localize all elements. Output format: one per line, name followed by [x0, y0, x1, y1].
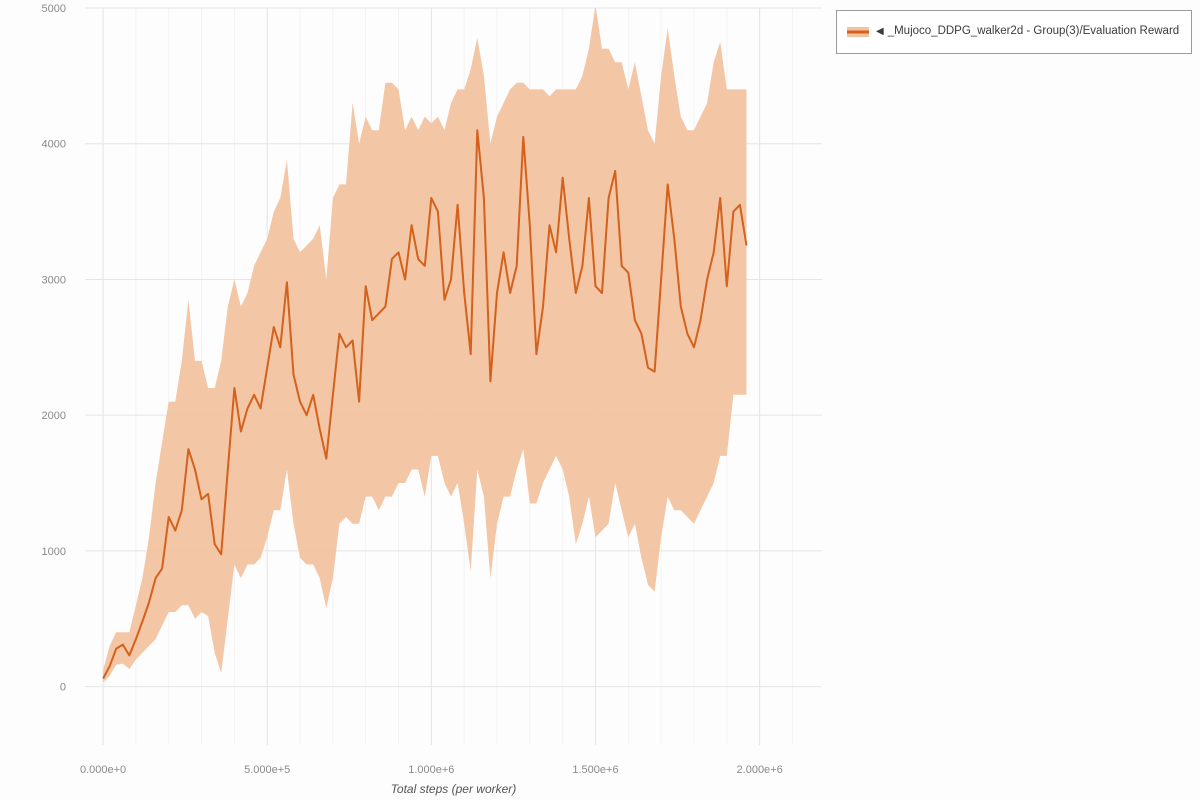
x-tick-label: 5.000e+5 [244, 764, 290, 776]
legend-collapse-icon[interactable]: ◀ [876, 26, 884, 37]
y-tick-label: 0 [60, 682, 66, 694]
error-band [103, 8, 747, 683]
x-tick-label: 0.000e+0 [80, 764, 126, 776]
mean-line [102, 129, 748, 679]
x-tick-label: 1.500e+6 [572, 764, 618, 776]
legend-series-swatch-icon [847, 27, 869, 37]
y-tick-label: 3000 [42, 274, 66, 286]
x-axis-title: Total steps (per worker) [390, 782, 517, 796]
legend-label[interactable]: _Mujoco_DDPG_walker2d - Group(3)/Evaluat… [887, 25, 1180, 37]
x-tick-label: 1.000e+6 [408, 764, 454, 776]
legend[interactable]: ◀ _Mujoco_DDPG_walker2d - Group(3)/Evalua… [836, 10, 1192, 54]
legend-entry[interactable]: ◀ _Mujoco_DDPG_walker2d - Group(3)/Evalua… [876, 21, 1179, 43]
y-tick-label: 4000 [42, 139, 66, 151]
y-tick-label: 2000 [42, 410, 66, 422]
x-tick-label: 2.000e+6 [737, 764, 783, 776]
y-tick-label: 1000 [42, 546, 66, 558]
y-tick-label: 5000 [42, 3, 66, 15]
